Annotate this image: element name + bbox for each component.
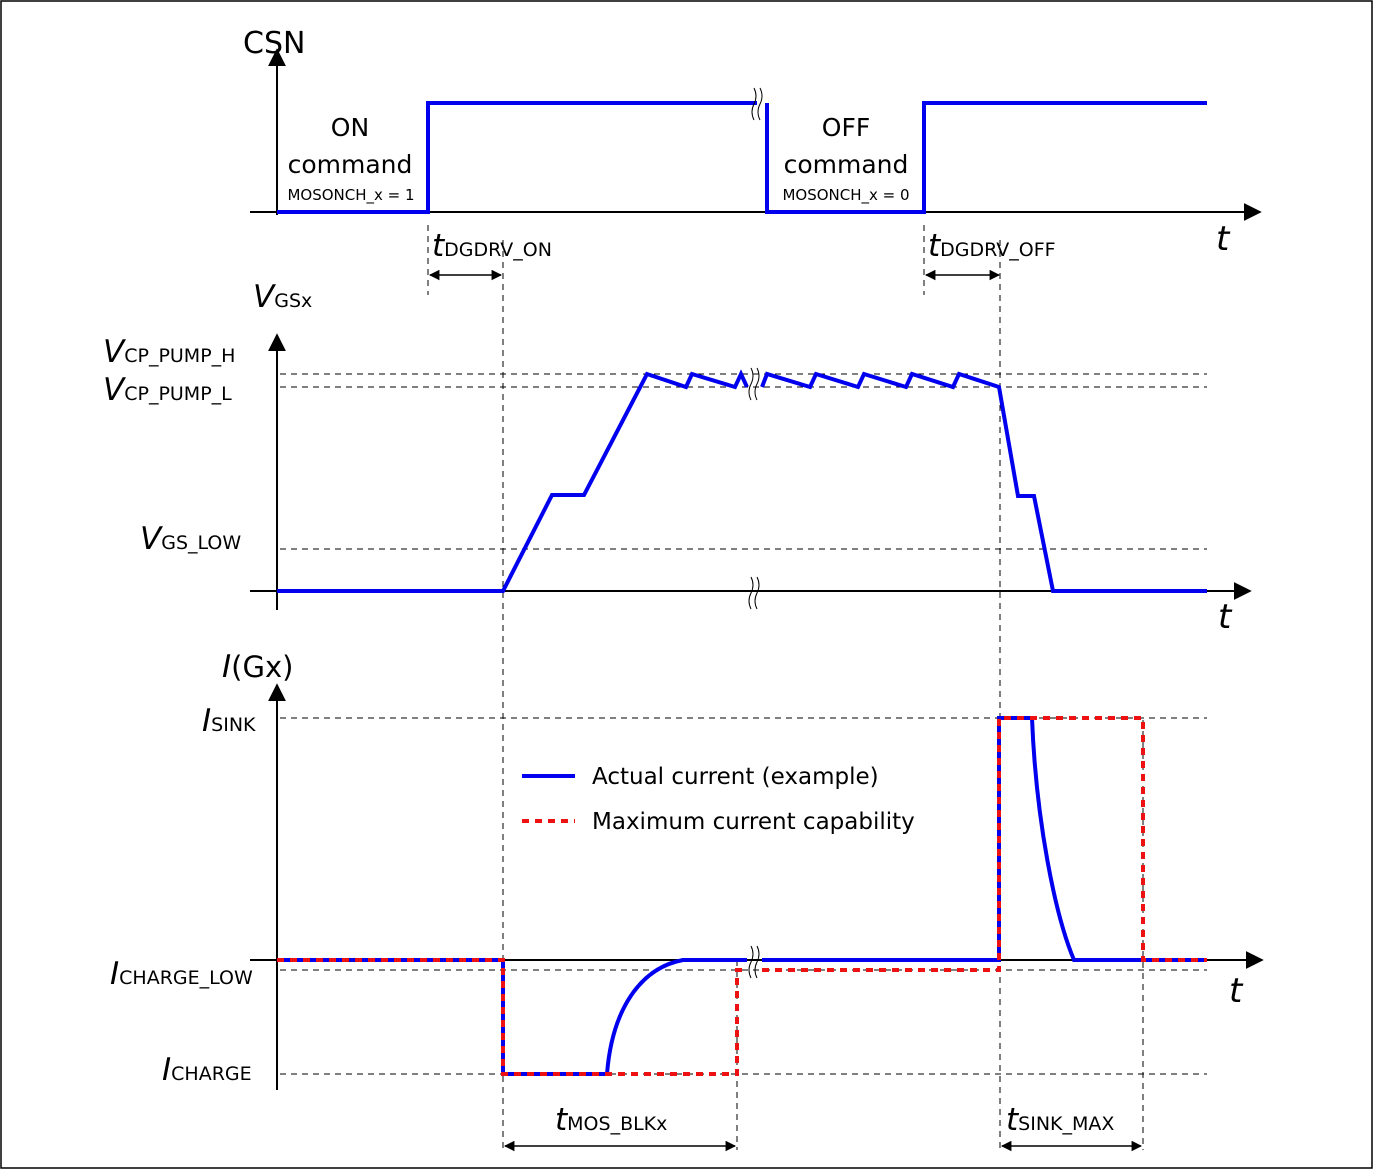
vgs-low-label: VGS_LOW <box>140 521 241 557</box>
vcp-pump-h-label: VCP_PUMP_H <box>103 334 235 370</box>
t-mos-blkx-label: tMOS_BLKx <box>555 1102 667 1138</box>
csn-axis-label: CSN <box>243 26 305 61</box>
off-command-register: MOSONCH_x = 0 <box>782 186 909 205</box>
on-command-line2: command <box>288 150 413 179</box>
csn-waveform-first <box>277 101 757 214</box>
vgs-waveform-rise <box>277 369 749 593</box>
icharge-label: ICHARGE <box>162 1052 252 1088</box>
csn-break-mark <box>751 87 763 121</box>
max-current-waveform-second <box>762 716 1207 972</box>
timing-guides <box>427 225 1144 1150</box>
vgs-break-mark-top <box>748 367 760 401</box>
icharge-low-label: ICHARGE_LOW <box>110 956 253 992</box>
off-command-line2: command <box>784 150 909 179</box>
csn-time-label: t <box>1216 219 1231 259</box>
legend-maximum-label: Maximum current capability <box>592 809 915 835</box>
igx-time-label: t <box>1229 971 1244 1011</box>
igx-break-mark <box>748 945 760 979</box>
isink-label: ISINK <box>202 703 256 739</box>
off-command-line1: OFF <box>822 113 870 142</box>
vgs-break-mark-axis <box>748 576 760 610</box>
actual-current-waveform-first <box>277 958 747 1076</box>
t-dgdrv-on-label: tDGDRV_ON <box>432 228 552 264</box>
igx-panel: I(Gx) t ISINK ICHARGE_LOW ICHARGE Actual… <box>110 649 1264 1152</box>
max-current-waveform-first <box>277 958 747 1076</box>
t-dgdrv-off-label: tDGDRV_OFF <box>928 228 1056 264</box>
vgs-panel: VGSx t VCP_PUMP_H VCP_PUMP_L VGS_LOW <box>103 279 1252 637</box>
csn-panel: CSN t ON command MOSONCH_x = 1 OFF comma… <box>243 26 1262 281</box>
vgs-waveform-fall <box>760 371 1207 593</box>
vgs-time-label: t <box>1218 597 1233 637</box>
igx-axis-label: I(Gx) <box>222 649 293 685</box>
t-sink-max-label: tSINK_MAX <box>1006 1102 1114 1138</box>
on-command-register: MOSONCH_x = 1 <box>287 186 414 205</box>
legend: Actual current (example) Maximum current… <box>522 764 915 835</box>
legend-actual-label: Actual current (example) <box>592 764 879 790</box>
actual-current-waveform-second <box>762 716 1207 962</box>
vcp-pump-l-label: VCP_PUMP_L <box>103 372 232 408</box>
on-command-line1: ON <box>331 113 369 142</box>
vgs-axis-label: VGSx <box>253 279 312 315</box>
csn-waveform-second <box>765 101 1207 214</box>
